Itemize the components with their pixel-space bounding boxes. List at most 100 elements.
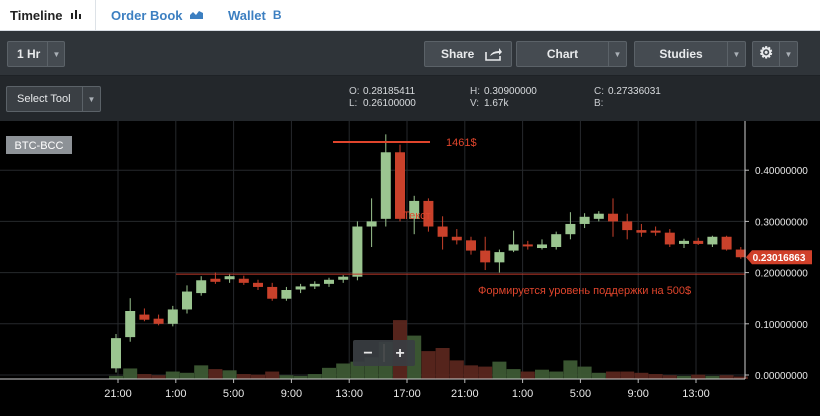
interval-select[interactable]: 1 Hr ▼ <box>7 41 65 67</box>
volume-bar <box>520 371 535 379</box>
zoom-out-button[interactable]: − <box>363 345 372 362</box>
candle-body <box>721 236 732 250</box>
candle-body <box>735 249 746 258</box>
tab-wallet[interactable]: Wallet B <box>228 0 281 30</box>
volume-bar <box>123 368 138 379</box>
volume-bar <box>251 374 265 379</box>
volume-bar <box>563 360 578 379</box>
candle-body <box>366 221 377 227</box>
x-tick-label: 9:00 <box>281 388 302 400</box>
volume-bar <box>265 371 280 379</box>
chart-type-label: Chart <box>546 47 579 61</box>
studies-label: Studies <box>659 47 703 61</box>
support-line-label: Формируется уровень поддержки на 500$ <box>478 285 691 297</box>
candle-body <box>196 280 207 294</box>
candle-body <box>281 290 292 299</box>
x-tick-label: 13:00 <box>335 388 363 400</box>
x-tick-label: 13:00 <box>682 388 710 400</box>
volume-bar <box>137 374 152 379</box>
settings-button[interactable]: ⚙ ▼ <box>752 41 798 67</box>
share-button[interactable]: Share <box>424 41 512 67</box>
volume-bar <box>705 375 720 379</box>
volume-bar <box>577 366 592 379</box>
tab-order-book[interactable]: Order Book <box>111 0 203 30</box>
candle-body <box>295 286 306 290</box>
tab-bar: Timeline Order Book Wallet B <box>0 0 820 31</box>
volume-bar <box>279 375 294 379</box>
interval-value: 1 Hr <box>17 47 41 61</box>
chart-canvas[interactable]: 1461$ Текст Формируется уровень поддержки … <box>0 121 820 411</box>
tab-order-book-label: Order Book <box>111 7 183 23</box>
candle-body <box>423 200 434 227</box>
chart-type-select[interactable]: Chart ▼ <box>516 41 627 67</box>
bar-chart-icon <box>70 9 82 22</box>
low-value: 0.26100000 <box>363 98 416 109</box>
ohlc-high-volume: H: 0.30900000 V: 1.67k <box>470 86 537 109</box>
volume-bar <box>606 371 620 379</box>
bitcoin-icon: B <box>272 8 282 22</box>
gear-icon: ⚙ <box>759 45 774 62</box>
candle-body <box>579 216 590 224</box>
tab-wallet-label: Wallet <box>228 7 266 23</box>
tab-divider <box>95 0 96 30</box>
volume-bar <box>322 367 336 379</box>
volume-bar <box>208 369 223 379</box>
candle-body <box>409 200 420 219</box>
volume-bar <box>180 372 194 379</box>
volume-bar <box>307 374 322 379</box>
candle-body <box>338 276 349 280</box>
volume-bar <box>591 372 606 379</box>
x-tick-label: 17:00 <box>393 388 421 400</box>
candle-body <box>608 213 618 222</box>
top-line-annotation-label: 1461$ <box>446 137 477 149</box>
candle-body <box>508 244 519 251</box>
candle-body <box>380 152 391 219</box>
chevron-down-icon: ▼ <box>779 42 797 66</box>
x-tick-label: 5:00 <box>223 388 244 400</box>
x-tick-label: 1:00 <box>512 388 533 400</box>
chart-toolbar: 1 Hr ▼ Share Chart ▼ Studies ▼ ⚙ ▼ <box>0 31 820 76</box>
candle-body <box>167 309 178 324</box>
price-chart[interactable]: 1461$ Текст Формируется уровень поддержки … <box>0 121 820 411</box>
select-tool-label: Select Tool <box>17 93 71 105</box>
volume-bar <box>194 365 209 379</box>
candle-body <box>466 240 476 251</box>
x-tick-label: 21:00 <box>451 388 479 400</box>
volume-bar <box>222 370 237 379</box>
share-label: Share <box>441 47 475 61</box>
select-tool-dropdown[interactable]: Select Tool ▼ <box>6 86 101 112</box>
candle-body <box>622 221 633 231</box>
candle-body <box>565 223 576 235</box>
volume-value: 1.67k <box>484 98 509 109</box>
volume-bar <box>492 361 507 379</box>
volume-bar <box>109 375 123 379</box>
volume-bar <box>478 366 493 379</box>
candle-body <box>664 232 675 245</box>
candle-body <box>153 318 164 324</box>
volume-bar <box>549 371 564 379</box>
symbol-badge[interactable]: BTC-BCC <box>6 136 72 154</box>
candle-body <box>139 314 150 320</box>
candle-body <box>650 230 661 233</box>
candle-body <box>253 282 263 287</box>
chevron-down-icon: ▼ <box>727 42 745 66</box>
candle-body <box>537 244 547 249</box>
tab-timeline[interactable]: Timeline <box>10 0 82 30</box>
y-tick-label: 0.40000000 <box>755 166 808 177</box>
candle-body <box>693 240 704 244</box>
candle-body <box>636 230 647 233</box>
volume-bar <box>691 374 706 379</box>
close-value: 0.27336031 <box>608 86 661 97</box>
candle-body <box>494 252 505 263</box>
candle-body <box>480 250 491 263</box>
zoom-in-button[interactable]: + <box>395 345 404 362</box>
candle-body <box>111 338 121 369</box>
candle-body <box>522 244 533 247</box>
candle-body <box>395 152 405 219</box>
last-price-badge <box>746 250 812 265</box>
volume-bar <box>634 372 649 379</box>
candle-body <box>224 276 235 280</box>
studies-select[interactable]: Studies ▼ <box>634 41 746 67</box>
candle-body <box>309 283 320 287</box>
tab-timeline-label: Timeline <box>10 7 63 23</box>
